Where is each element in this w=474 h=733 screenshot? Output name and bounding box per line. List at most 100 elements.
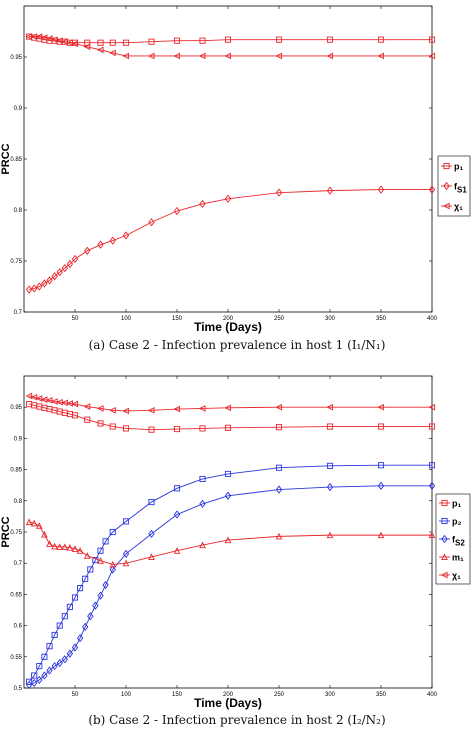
data-point (61, 38, 68, 46)
data-point (46, 666, 53, 675)
legend-label: p₂ (452, 517, 462, 527)
y-tick-label: 0.6 (14, 624, 23, 630)
series-line (28, 521, 432, 565)
data-point (199, 199, 206, 209)
data-point (102, 580, 109, 590)
data-point (71, 545, 79, 552)
x-tick-label: 300 (325, 692, 336, 698)
data-point (122, 52, 130, 60)
legend-marker (442, 202, 450, 210)
legend-marker (441, 553, 448, 561)
series-0 (26, 33, 436, 46)
data-point (199, 425, 206, 432)
data-point (46, 643, 53, 650)
data-point (36, 282, 43, 291)
legend-label: fS1 (454, 182, 467, 195)
data-point (148, 38, 155, 45)
series-4 (25, 392, 436, 415)
data-point (173, 547, 181, 554)
data-point (377, 403, 385, 411)
data-point (198, 405, 206, 412)
data-point (122, 518, 130, 525)
x-tick-label: 150 (172, 692, 183, 698)
x-tick-label: 400 (427, 692, 438, 698)
x-tick-label: 100 (121, 692, 132, 698)
data-point (45, 35, 53, 42)
legend-label: fS2 (452, 535, 465, 548)
y-axis-label: PRCC (0, 516, 12, 547)
legend-marker (443, 181, 450, 191)
data-point (148, 553, 155, 561)
data-point (377, 423, 385, 430)
data-point (109, 39, 116, 46)
data-point (326, 52, 334, 60)
data-point (428, 36, 436, 43)
y-tick-label: 0.7 (14, 561, 23, 567)
legend-marker (441, 534, 448, 544)
data-point (377, 36, 385, 43)
data-point (35, 522, 43, 529)
data-point (173, 37, 181, 44)
data-point (148, 426, 155, 433)
data-point (66, 39, 73, 47)
data-point (41, 279, 48, 288)
data-point (97, 547, 104, 554)
data-point (147, 52, 155, 60)
y-tick-label: 0.5 (14, 686, 23, 692)
data-point (25, 285, 33, 294)
data-point (275, 188, 283, 197)
data-point (122, 39, 130, 46)
data-point (326, 462, 334, 469)
data-point (97, 39, 104, 46)
data-point (275, 403, 283, 411)
data-point (326, 482, 334, 492)
data-point (148, 218, 155, 227)
y-tick-label: 0.8 (14, 499, 23, 505)
data-point (25, 680, 33, 690)
data-point (326, 423, 334, 430)
data-point (428, 481, 436, 490)
series-2 (25, 33, 436, 60)
data-point (109, 423, 116, 430)
data-point (51, 631, 58, 639)
data-point (97, 420, 104, 427)
data-point (51, 272, 58, 281)
legend: p₁ p₂ fS2 m₁ χ₁ (435, 493, 471, 585)
chart-panel-a: 50 100 150 200 250 300 350 400 0.7 0.75 0.8 0.85 0.9… (0, 5, 471, 352)
data-point (76, 633, 84, 643)
series-3 (25, 518, 436, 568)
data-point (377, 481, 385, 490)
data-point (71, 254, 79, 264)
data-point (199, 37, 206, 44)
data-point (50, 398, 58, 405)
data-point (41, 653, 48, 660)
series-2 (25, 481, 436, 690)
data-point (31, 284, 38, 293)
data-point (66, 543, 74, 551)
data-point (377, 462, 385, 469)
data-point (56, 37, 63, 45)
data-point (35, 33, 43, 40)
y-tick-label: 0.85 (10, 157, 22, 163)
data-point (40, 34, 48, 41)
data-point (173, 485, 181, 492)
data-point (66, 603, 73, 610)
data-point (71, 412, 79, 419)
data-point (122, 559, 130, 567)
y-tick-label: 0.65 (10, 592, 22, 598)
data-point (56, 622, 63, 629)
data-point (61, 399, 68, 407)
data-point (76, 547, 84, 554)
data-point (82, 575, 89, 582)
figure-caption: (a) Case 2 - Infection prevalence in hos… (89, 338, 386, 352)
plot-frame (23, 5, 433, 313)
y-tick-label: 0.75 (10, 259, 22, 265)
legend-label: χ₁ (452, 571, 461, 581)
data-point (224, 194, 232, 203)
data-point (35, 395, 43, 402)
data-point (224, 36, 232, 43)
data-point (61, 263, 68, 273)
data-point (31, 678, 38, 688)
figure-caption: (b) Case 2 - Infection prevalence in hos… (88, 713, 385, 727)
data-point (30, 519, 38, 527)
